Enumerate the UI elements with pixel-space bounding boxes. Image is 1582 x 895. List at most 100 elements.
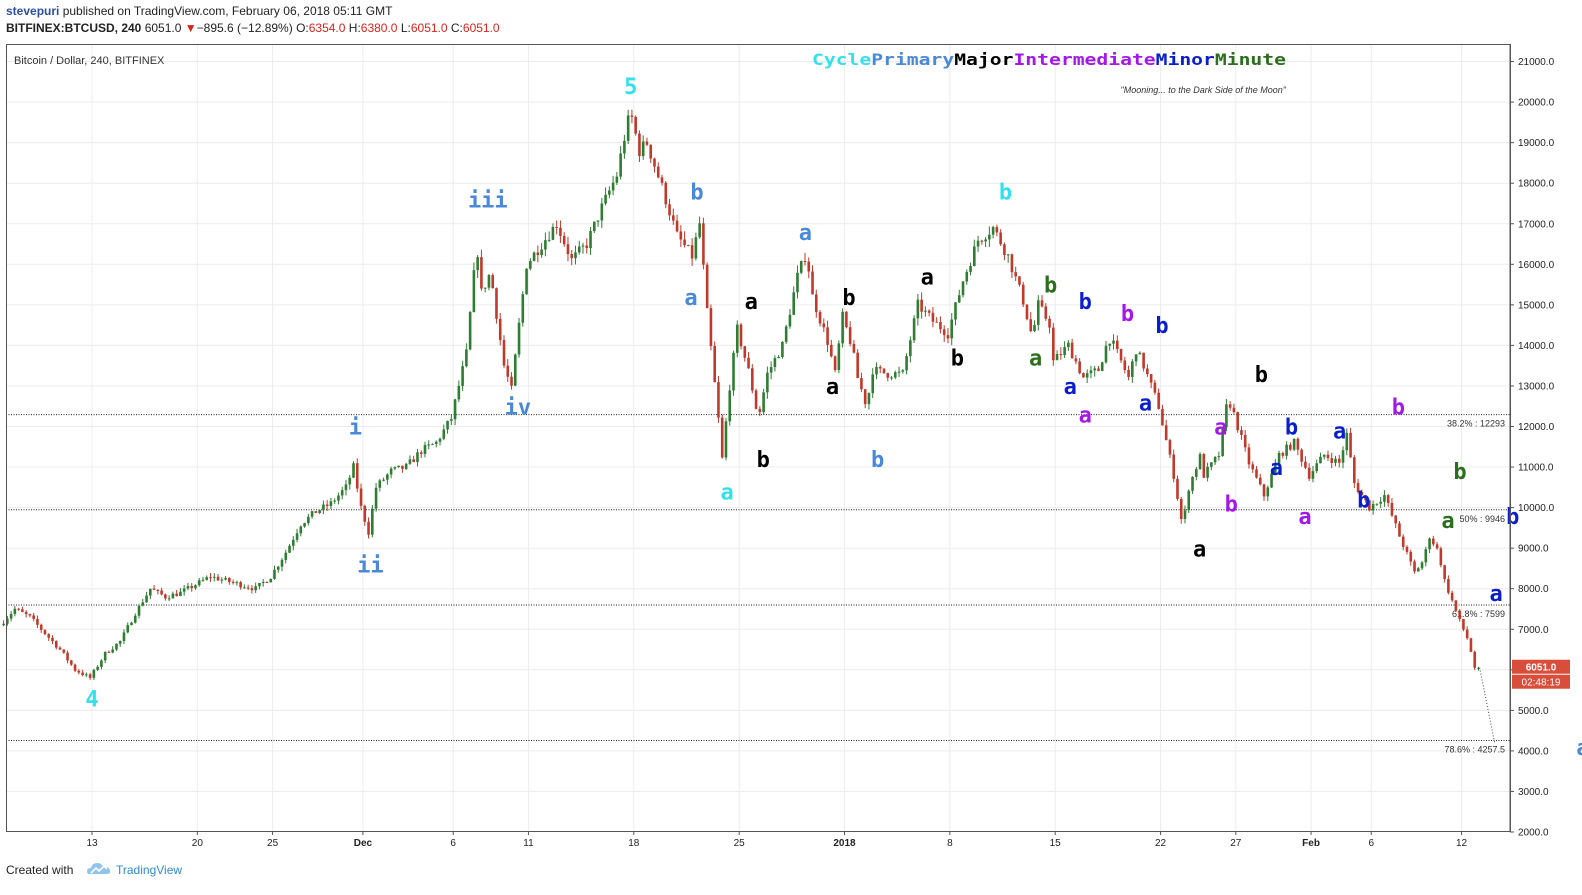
wave-label-primary: iii — [468, 189, 508, 214]
candle-body — [378, 480, 382, 488]
candle-body — [284, 552, 288, 560]
candle-body — [156, 589, 160, 591]
wave-label-minor: a — [1064, 375, 1077, 400]
candle-body — [1390, 502, 1394, 516]
axes: 21000.0 20000.0 19000.0 18000.0 17000.0 16000… — [86, 44, 1570, 849]
candle-body — [735, 324, 739, 353]
candle-body — [280, 559, 284, 567]
wave-label-primary: a? — [1576, 736, 1582, 761]
candle-body — [1157, 392, 1160, 409]
x-tick-label: 6 — [450, 838, 456, 849]
candle-body — [303, 523, 306, 527]
candle-body — [1100, 362, 1104, 371]
candle-body — [619, 153, 622, 177]
candle-body — [1191, 476, 1194, 491]
candle-body — [47, 634, 51, 638]
candle-body — [472, 270, 476, 313]
candle-body — [1025, 304, 1029, 320]
candle-body — [1138, 352, 1142, 355]
candle-body — [559, 227, 562, 236]
candle-body — [1465, 629, 1469, 639]
wave-label-primary: b — [871, 448, 884, 473]
y-tick-label: 9000.0 — [1518, 544, 1549, 555]
x-tick-label: 18 — [628, 838, 640, 849]
candle-body — [307, 516, 310, 524]
candle-body — [423, 444, 427, 454]
candle-body — [322, 504, 325, 511]
candle-body — [991, 227, 995, 235]
candle-body — [194, 585, 197, 589]
candle-body — [235, 582, 239, 584]
candle-body — [841, 311, 844, 344]
candle-body — [1213, 456, 1217, 463]
wave-label-intermediate: a — [1214, 416, 1227, 441]
wave-label-minor: b — [1155, 314, 1168, 339]
candle-body — [995, 227, 999, 233]
wave-label-minor: a — [1490, 582, 1503, 607]
wave-label-cycle: 5 — [624, 75, 637, 100]
candle-body — [269, 578, 273, 583]
wave-label-intermediate: b — [1121, 302, 1134, 327]
candle-body — [623, 140, 626, 154]
candle-body — [427, 444, 431, 446]
wave-degree-legend: Cycle Primary Major Intermediate Minor Minute — [812, 50, 1286, 69]
candle-body — [1033, 324, 1036, 332]
candle-body — [122, 632, 126, 641]
candle-body — [1330, 458, 1334, 463]
wave-label-major: b — [842, 286, 855, 311]
candle-body — [1202, 454, 1206, 478]
candle-body — [491, 275, 495, 289]
candle-body — [355, 463, 359, 489]
candle-body — [36, 618, 39, 625]
chart-subtitle: "Mooning... to the Dark Side of the Moon… — [1121, 85, 1287, 95]
candle-body — [529, 260, 532, 269]
symbol-label: BITFINEX:BTCUSD, 240 — [6, 21, 142, 35]
close-value: 6051.0 — [462, 21, 500, 35]
candle-body — [551, 227, 555, 240]
candle-body — [288, 545, 291, 553]
candle-body — [201, 579, 205, 581]
candle-body — [717, 382, 720, 418]
candle-body — [6, 618, 9, 624]
candle-body — [1458, 610, 1461, 619]
wave-label-minute: a — [1029, 347, 1042, 372]
candle-body — [577, 246, 581, 253]
x-tick-label: 22 — [1155, 838, 1167, 849]
candle-body — [115, 643, 118, 650]
candle-body — [751, 368, 754, 391]
candle-body — [1255, 469, 1258, 478]
candle-body — [480, 257, 483, 289]
open-value: 6354.0 — [308, 21, 346, 35]
candle-body — [1063, 347, 1066, 356]
candle-body — [957, 295, 961, 303]
x-tick-label: 20 — [192, 838, 204, 849]
candle-body — [732, 352, 735, 391]
candle-body — [1036, 300, 1040, 325]
candle-body — [638, 133, 641, 156]
projection-line — [1479, 667, 1496, 743]
candle-body — [1232, 407, 1236, 413]
candle-body — [1439, 548, 1443, 566]
candle-body — [1447, 579, 1450, 593]
candle-body — [641, 141, 645, 156]
wave-label-minor: b — [1506, 505, 1519, 530]
candle-body — [1432, 538, 1435, 545]
candle-body — [438, 438, 442, 442]
candle-body — [137, 605, 141, 616]
candle-body — [261, 582, 265, 584]
high-label: H: — [348, 21, 361, 35]
candle-body — [32, 615, 35, 619]
legend-item-minute: Minute — [1215, 50, 1286, 69]
author-name[interactable]: stevepuri — [6, 4, 60, 18]
wave-label-primary: ii — [357, 553, 384, 578]
candle-body — [728, 390, 732, 422]
candle-body — [1401, 536, 1405, 547]
candle-body — [754, 390, 758, 409]
candle-body — [961, 281, 965, 296]
candle-body — [871, 374, 875, 394]
candle-body — [574, 252, 577, 259]
tradingview-link[interactable]: TradingView — [116, 863, 183, 877]
candle-body — [495, 288, 498, 319]
candle-body — [224, 577, 227, 580]
